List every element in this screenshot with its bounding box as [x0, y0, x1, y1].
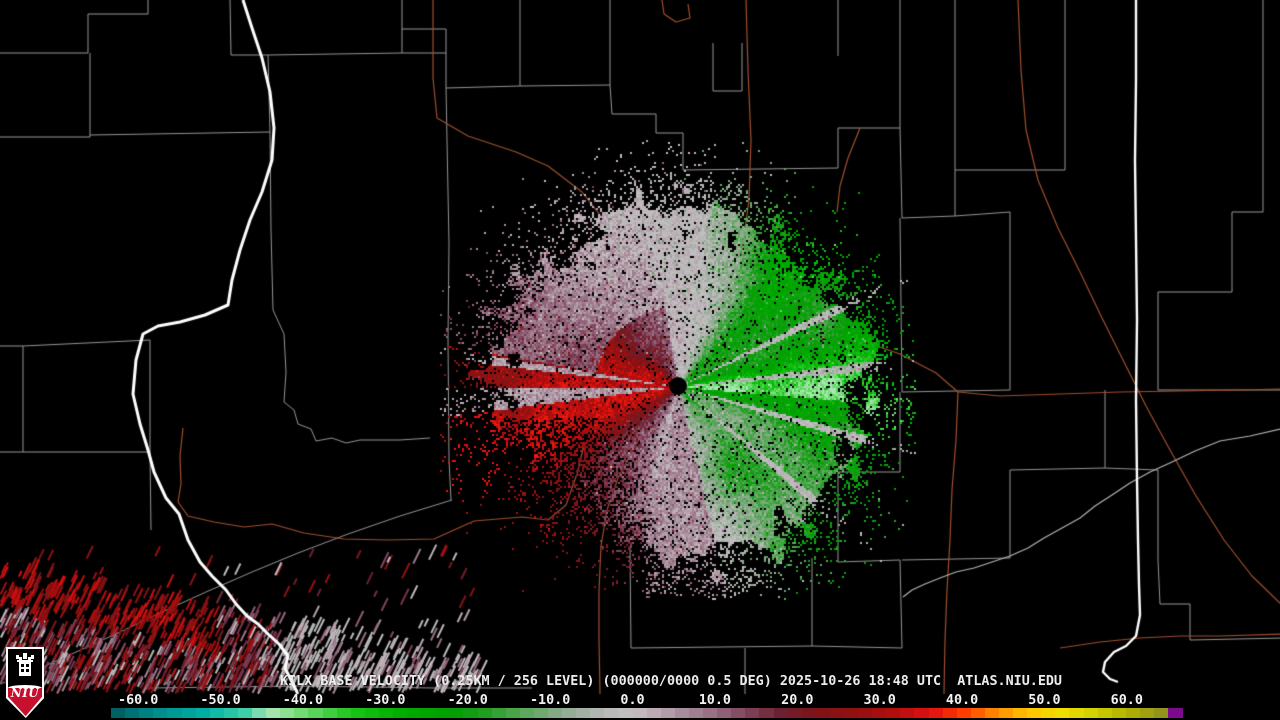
colorbar-segment: [223, 708, 238, 718]
colorbar-segment: [252, 708, 267, 718]
colorbar-segment: [167, 708, 182, 718]
colorbar-segment: [1027, 708, 1042, 718]
colorbar-segment: [1041, 708, 1056, 718]
colorbar-tick-label: -50.0: [200, 693, 241, 708]
colorbar-segment: [421, 708, 436, 718]
colorbar-segment: [1125, 708, 1140, 718]
colorbar-segment: [477, 708, 492, 718]
caption-text: KILX BASE VELOCITY (0.25KM / 256 LEVEL) …: [280, 674, 1062, 689]
colorbar-segment: [1055, 708, 1070, 718]
colorbar-segment: [660, 708, 675, 718]
colorbar-segment: [280, 708, 295, 718]
colorbar-tick-label: 10.0: [698, 693, 731, 708]
colorbar-segment: [717, 708, 732, 718]
colorbar-segment: [237, 708, 253, 718]
colorbar-rf-segment: [1168, 708, 1184, 718]
colorbar-segment: [463, 708, 478, 718]
colorbar-tick-label: -60.0: [118, 693, 159, 708]
colorbar-segment: [195, 708, 210, 718]
colorbar-segment: [731, 708, 746, 718]
colorbar-segment: [801, 708, 816, 718]
colorbar-tick-label: 60.0: [1110, 693, 1143, 708]
colorbar-segment: [308, 708, 323, 718]
colorbar-tick-label: 40.0: [945, 693, 979, 708]
colorbar-segment: [209, 708, 224, 718]
colorbar-segment: [181, 708, 196, 718]
colorbar-segment: [1013, 708, 1028, 718]
colorbar-segment: [773, 708, 788, 718]
niu-logo-label: NIU: [10, 686, 40, 700]
colorbar-tick-label: 20.0: [781, 693, 814, 708]
niu-logo-swoosh: [8, 684, 42, 688]
colorbar-tick-label: -30.0: [365, 693, 406, 708]
colorbar-segment: [1111, 708, 1126, 718]
colorbar-segment: [745, 708, 760, 718]
colorbar-segment: [392, 708, 408, 718]
colorbar-segment: [519, 708, 534, 718]
colorbar-segment: [928, 708, 943, 718]
colorbar-segment: [153, 708, 168, 718]
colorbar-segment: [266, 708, 281, 718]
colorbar-segment: [604, 708, 619, 718]
colorbar-segment: [829, 708, 844, 718]
colorbar-segment: [1097, 708, 1112, 718]
colorbar-segment: [505, 708, 520, 718]
colorbar-segment: [1154, 708, 1169, 718]
colorbar-segment: [970, 708, 985, 718]
colorbar-segment: [632, 708, 647, 718]
colorbar-segment: [590, 708, 605, 718]
colorbar-segment: [139, 708, 154, 718]
colorbar-segment: [491, 708, 506, 718]
colorbar-segment: [999, 708, 1014, 718]
colorbar-segment: [322, 708, 337, 718]
colorbar-segment: [1083, 708, 1098, 718]
colorbar-segment: [97, 708, 112, 718]
colorbar-segment: [435, 708, 450, 718]
colorbar-segment: [815, 708, 830, 718]
colorbar-segment: [984, 708, 999, 718]
colorbar: [97, 708, 1184, 718]
colorbar-segment: [872, 708, 887, 718]
colorbar-segment: [1069, 708, 1084, 718]
colorbar-segment: [364, 708, 379, 718]
colorbar-segment: [858, 708, 873, 718]
colorbar-segment: [533, 708, 548, 718]
colorbar-segment: [294, 708, 309, 718]
colorbar-segment: [576, 708, 591, 718]
colorbar-segment: [562, 708, 577, 718]
colorbar-segment: [125, 708, 140, 718]
colorbar-segment: [787, 708, 802, 718]
colorbar-tick-label: -10.0: [529, 693, 571, 708]
colorbar-tick-label: 30.0: [863, 693, 896, 708]
colorbar-segment: [350, 708, 365, 718]
colorbar-segment: [942, 708, 957, 718]
colorbar-segment: [688, 708, 704, 718]
niu-castle-icon: [16, 653, 34, 676]
colorbar-segment: [646, 708, 661, 718]
colorbar-segment: [956, 708, 971, 718]
colorbar-tick-label: 0.0: [620, 693, 645, 708]
colorbar-segment: [759, 708, 774, 718]
colorbar-segment: [449, 708, 464, 718]
colorbar-segment: [914, 708, 929, 718]
colorbar-segment: [886, 708, 901, 718]
colorbar-segment: [618, 708, 633, 718]
colorbar-segment: [900, 708, 915, 718]
colorbar-segment: [1139, 708, 1155, 718]
colorbar-tick-label: -20.0: [447, 693, 488, 708]
colorbar-segment: [703, 708, 718, 718]
colorbar-segment: [378, 708, 393, 718]
colorbar-tick-label: -40.0: [282, 693, 324, 708]
colorbar-segment: [674, 708, 689, 718]
colorbar-segment: [407, 708, 422, 718]
colorbar-segment: [336, 708, 351, 718]
colorbar-segment: [843, 708, 859, 718]
colorbar-segment: [548, 708, 563, 718]
colorbar-segment: [111, 708, 126, 718]
colorbar-tick-label: 50.0: [1028, 693, 1061, 708]
